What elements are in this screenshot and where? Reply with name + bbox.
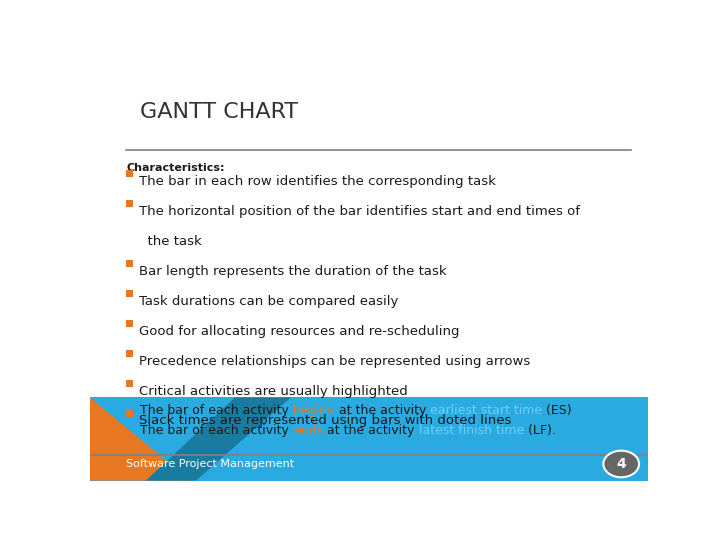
Text: The horizontal position of the bar identifies start and end times of: The horizontal position of the bar ident… xyxy=(138,205,580,218)
Text: (LF).: (LF). xyxy=(524,424,556,437)
Text: Software Project Management: Software Project Management xyxy=(126,459,294,469)
Text: at the activity: at the activity xyxy=(335,404,430,417)
Text: at the activity: at the activity xyxy=(323,424,418,437)
Text: earliest start time: earliest start time xyxy=(430,404,542,417)
Bar xyxy=(126,320,133,327)
Text: 4: 4 xyxy=(616,457,626,471)
Bar xyxy=(126,171,133,177)
Bar xyxy=(126,290,133,297)
Text: Characteristics:: Characteristics: xyxy=(126,163,225,172)
Bar xyxy=(126,260,133,267)
Circle shape xyxy=(603,451,639,477)
Text: Task durations can be compared easily: Task durations can be compared easily xyxy=(138,295,398,308)
Text: GANTT CHART: GANTT CHART xyxy=(140,102,298,122)
Text: Good for allocating resources and re-scheduling: Good for allocating resources and re-sch… xyxy=(138,325,459,338)
Polygon shape xyxy=(145,397,291,481)
Text: begins: begins xyxy=(293,404,335,417)
Text: the task: the task xyxy=(138,235,202,248)
Polygon shape xyxy=(90,397,190,481)
Bar xyxy=(90,397,648,481)
Text: ends: ends xyxy=(293,424,323,437)
Text: Slack times are represented using bars with doted lines: Slack times are represented using bars w… xyxy=(138,415,511,428)
Bar xyxy=(126,380,133,387)
Text: The bar of each activity: The bar of each activity xyxy=(140,404,293,417)
Text: Critical activities are usually highlighted: Critical activities are usually highligh… xyxy=(138,384,408,397)
Bar xyxy=(126,350,133,357)
Text: Bar length represents the duration of the task: Bar length represents the duration of th… xyxy=(138,265,446,278)
Text: (ES): (ES) xyxy=(542,404,572,417)
Bar xyxy=(126,200,133,207)
Bar xyxy=(126,410,133,416)
Text: latest finish time: latest finish time xyxy=(418,424,524,437)
Text: The bar of each activity: The bar of each activity xyxy=(140,424,293,437)
Text: The bar in each row identifies the corresponding task: The bar in each row identifies the corre… xyxy=(138,175,495,188)
Text: Precedence relationships can be represented using arrows: Precedence relationships can be represen… xyxy=(138,355,530,368)
